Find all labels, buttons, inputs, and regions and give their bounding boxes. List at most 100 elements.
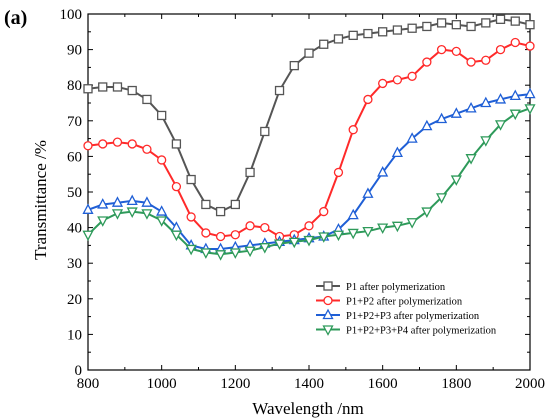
data-point [171, 139, 182, 149]
legend-marker [323, 281, 333, 291]
data-point [304, 48, 314, 58]
data-point [259, 243, 271, 254]
data-point [347, 228, 359, 240]
data-point [450, 175, 462, 186]
data-point [466, 57, 476, 67]
y-tick-label: 20 [67, 292, 82, 308]
data-point [377, 166, 389, 177]
data-point [260, 126, 270, 137]
data-point [436, 18, 447, 28]
data-point [98, 139, 108, 149]
data-point [378, 27, 388, 37]
data-point [98, 82, 108, 92]
data-point [82, 230, 94, 242]
data-point [333, 34, 344, 44]
data-point [422, 21, 432, 32]
y-tick-label: 100 [60, 7, 83, 23]
data-point [112, 137, 123, 147]
data-point [348, 30, 358, 41]
data-point [303, 235, 315, 247]
data-point [332, 230, 345, 242]
y-tick-label: 90 [67, 43, 82, 59]
data-point [481, 18, 491, 28]
data-point [319, 206, 329, 217]
data-point [260, 222, 270, 233]
legend-marker [322, 325, 334, 336]
legend-item: P1 after polymerization [316, 281, 446, 293]
data-point [406, 218, 418, 229]
data-point [141, 209, 153, 220]
data-point [466, 21, 476, 32]
data-point [377, 223, 389, 234]
y-tick-label: 50 [67, 185, 82, 201]
y-tick-label: 0 [75, 363, 83, 379]
data-point [142, 94, 152, 105]
data-point [185, 244, 197, 256]
y-tick-label: 60 [67, 149, 82, 165]
x-tick-label: 800 [77, 376, 100, 392]
legend-label: P1+P2 after polymerization [346, 297, 463, 308]
y-tick-label: 80 [67, 78, 82, 94]
data-point [495, 14, 506, 24]
data-point [378, 78, 388, 89]
data-point [230, 199, 240, 210]
data-point [319, 39, 329, 49]
data-point [422, 57, 432, 67]
data-point [407, 71, 417, 81]
x-tick-label: 1000 [147, 376, 177, 392]
data-point [391, 221, 403, 233]
x-axis-title: Wavelength /nm [252, 399, 363, 418]
data-point [83, 84, 93, 94]
y-tick-label: 30 [67, 256, 82, 272]
data-point [451, 46, 461, 57]
data-point [245, 167, 255, 178]
data-point [111, 196, 124, 207]
data-point [494, 120, 507, 131]
data-point [436, 193, 448, 204]
data-point [97, 198, 109, 209]
data-point [200, 248, 212, 259]
x-tick-label: 1600 [368, 376, 398, 392]
data-point [436, 112, 448, 124]
data-point [273, 239, 286, 251]
data-point [170, 230, 182, 242]
data-point [407, 23, 417, 33]
legend-marker [322, 308, 334, 320]
legend-item: P1+P2+P3 after polymerization [316, 308, 480, 322]
data-point [362, 227, 374, 238]
data-point [229, 248, 241, 259]
data-point [245, 221, 255, 231]
data-point [127, 139, 137, 149]
data-point [362, 187, 374, 198]
data-point [421, 119, 433, 131]
x-tick-label: 1200 [220, 376, 250, 392]
data-point [481, 55, 491, 65]
data-point [186, 174, 196, 185]
data-point [186, 212, 196, 222]
data-point [141, 196, 153, 207]
panel-label: (a) [4, 7, 27, 29]
data-point [215, 231, 226, 242]
data-point [127, 85, 137, 96]
data-point [509, 89, 521, 101]
data-point [156, 205, 168, 216]
data-point [525, 20, 535, 30]
data-point [363, 94, 373, 105]
series-4 [82, 104, 536, 261]
data-point [495, 44, 506, 55]
data-point [525, 41, 535, 51]
data-point [97, 216, 109, 227]
legend-item: P1+P2 after polymerization [316, 295, 463, 308]
data-point [421, 207, 433, 218]
y-axis-title: Transmittance /% [31, 140, 50, 260]
data-point [524, 87, 536, 99]
data-point [289, 60, 299, 71]
data-point [126, 207, 138, 218]
data-point [126, 194, 138, 206]
data-point [171, 182, 182, 192]
data-point [392, 75, 403, 85]
data-point [510, 16, 520, 26]
series-lines [82, 14, 536, 261]
y-tick-label: 10 [67, 327, 82, 343]
